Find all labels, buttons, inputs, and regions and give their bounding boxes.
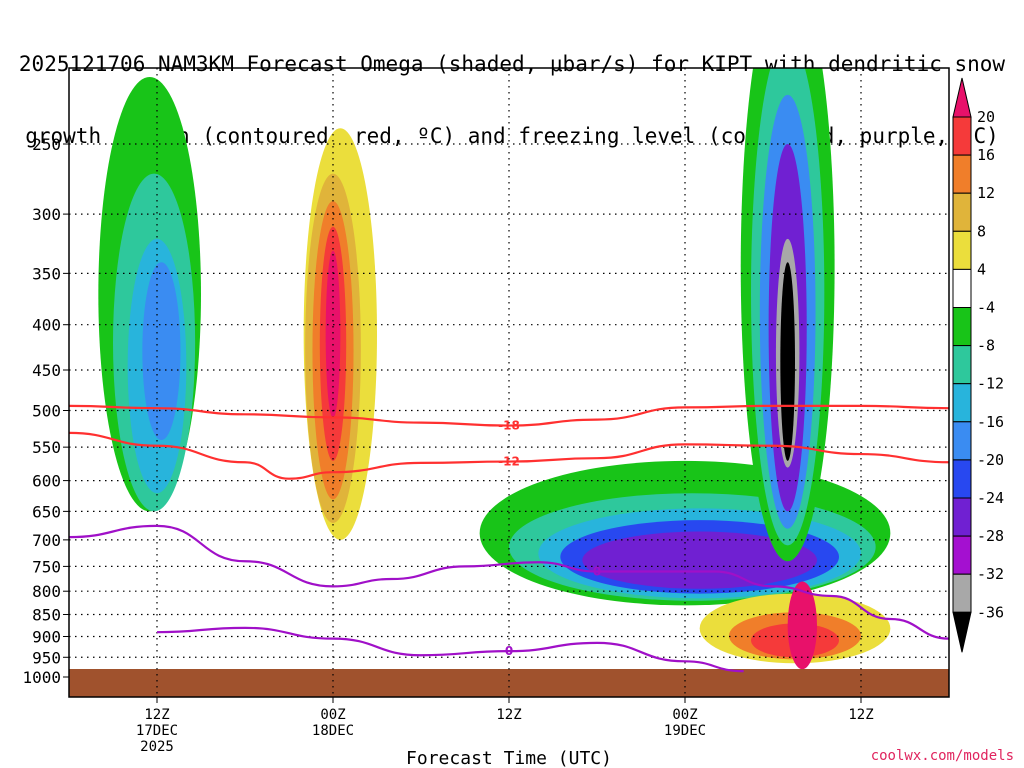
contour-label: 0	[593, 564, 601, 578]
x-tick-label: 12Z	[144, 707, 169, 723]
y-tick-label: 700	[32, 531, 61, 550]
y-tick-label: 650	[32, 502, 61, 521]
colorbar-swatch	[952, 573, 972, 613]
colorbar-swatch	[952, 383, 972, 423]
colorbar-label: 12	[977, 184, 995, 202]
colorbar-label: -16	[977, 413, 1004, 431]
y-tick-label: 900	[32, 627, 61, 646]
y-tick-label: 300	[32, 205, 61, 224]
colorbar-label: -4	[977, 299, 995, 317]
omega-shading	[69, 68, 949, 697]
colorbar-swatch	[952, 611, 972, 653]
colorbar-label: -36	[977, 603, 1004, 621]
x-tick-label: 17DEC	[136, 723, 178, 739]
omega-region	[582, 531, 818, 589]
x-tick-label: 2025	[140, 739, 174, 755]
colorbar-label: 16	[977, 146, 995, 164]
colorbar-swatch	[952, 307, 972, 347]
y-tick-label: 450	[32, 361, 61, 380]
colorbar-label: -8	[977, 337, 995, 355]
omega-region	[325, 250, 341, 419]
contour-lines: -18 -12 0 0	[69, 404, 949, 673]
x-tick-label: 12Z	[848, 707, 873, 723]
omega-region	[787, 581, 817, 670]
y-tick-label: 800	[32, 582, 61, 601]
contour-line	[69, 524, 949, 640]
x-tick-label: 00Z	[320, 707, 345, 723]
colorbar-swatch	[952, 345, 972, 385]
colorbar-swatch	[952, 192, 972, 232]
colorbar-label: -20	[977, 451, 1004, 469]
y-tick-label: 250	[32, 135, 61, 154]
x-tick-label: 00Z	[672, 707, 697, 723]
colorbar-swatch	[952, 230, 972, 270]
y-tick-label: 950	[32, 648, 61, 667]
x-tick-label: 12Z	[496, 707, 521, 723]
colorbar-swatch	[952, 459, 972, 499]
title-line-1: 2025121706 NAM3KM Forecast Omega (shaded…	[18, 52, 1006, 76]
omega-region	[780, 262, 796, 461]
omega-region	[142, 262, 181, 441]
x-axis-label: Forecast Time (UTC)	[406, 748, 612, 768]
colorbar-swatch	[952, 268, 972, 308]
colorbar-label: -12	[977, 375, 1004, 393]
source-credit: coolwx.com/models	[870, 748, 1014, 764]
contour-line	[156, 626, 744, 673]
y-tick-label: 400	[32, 316, 61, 335]
x-tick-label: 18DEC	[312, 723, 354, 739]
y-tick-label: 550	[32, 438, 61, 457]
y-tick-label: 350	[32, 264, 61, 283]
colorbar-label: -28	[977, 527, 1004, 545]
colorbar-label: 8	[977, 222, 986, 240]
contour-label: -12	[498, 455, 520, 469]
contour-label: 0	[505, 644, 513, 658]
y-tick-label: 1000	[22, 668, 61, 687]
colorbar-swatch	[952, 116, 972, 156]
x-tick-label: 19DEC	[664, 723, 706, 739]
y-tick-label: 850	[32, 606, 61, 625]
contour-label: -18	[498, 419, 520, 433]
contour-line	[69, 431, 949, 480]
y-tick-label: 500	[32, 402, 61, 421]
colorbar-label: 4	[977, 260, 986, 278]
y-tick-label: 600	[32, 472, 61, 491]
colorbar-label: 20	[977, 108, 995, 126]
contour-line	[69, 404, 949, 427]
colorbar-swatch	[952, 77, 972, 118]
colorbar-swatch	[952, 535, 972, 575]
y-tick-label: 750	[32, 557, 61, 576]
colorbar-swatch	[952, 421, 972, 461]
colorbar-swatch	[952, 154, 972, 194]
colorbar-label: -32	[977, 565, 1004, 583]
colorbar-swatch	[952, 497, 972, 537]
colorbar-label: -24	[977, 489, 1004, 507]
